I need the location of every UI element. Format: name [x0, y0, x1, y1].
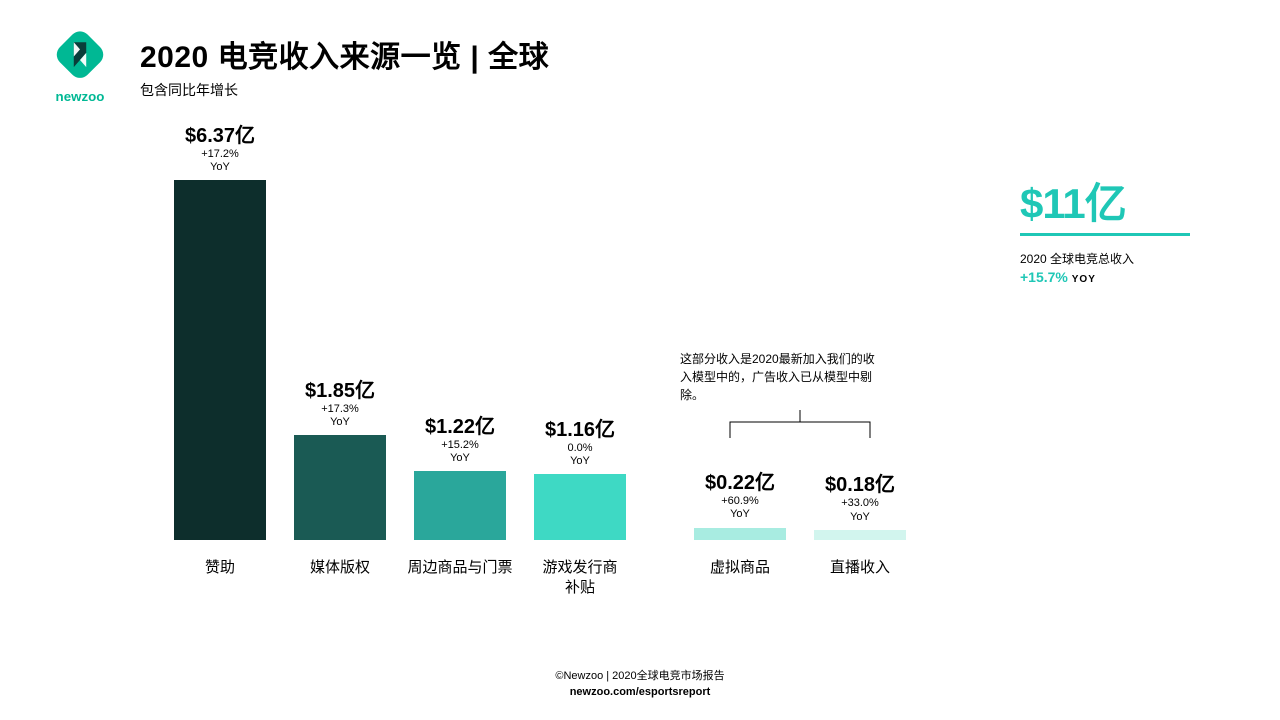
page-title: 2020 电竞收入来源一览 | 全球	[140, 32, 549, 76]
bar-rect	[414, 471, 506, 540]
bar-label: 赞助	[160, 558, 280, 597]
footer: ©Newzoo | 2020全球电竞市场报告 newzoo.com/esport…	[0, 669, 1280, 700]
bar-rect	[694, 528, 786, 540]
total-yoy: +15.7% YOY	[1020, 269, 1190, 285]
footer-line2: newzoo.com/esportsreport	[0, 685, 1280, 700]
bar-yoy: +17.3%YoY	[321, 403, 359, 429]
svg-text:newzoo: newzoo	[56, 89, 105, 104]
bar-value: $0.18亿	[825, 468, 895, 497]
newzoo-logo: newzoo	[40, 28, 120, 108]
bar-value: $1.85亿	[305, 374, 375, 403]
page-subtitle: 包含同比年增长	[140, 80, 549, 100]
revenue-bar-chart: $6.37亿+17.2%YoY$1.85亿+17.3%YoY$1.22亿+15.…	[160, 140, 920, 620]
bar-col: $1.16亿0.0%YoY	[520, 413, 640, 540]
bar-rect	[294, 435, 386, 540]
header: newzoo 2020 电竞收入来源一览 | 全球 包含同比年增长	[40, 28, 549, 108]
bar-label: 虚拟商品	[680, 558, 800, 597]
bar-label: 游戏发行商补贴	[520, 558, 640, 597]
total-underline	[1020, 233, 1190, 236]
bar-yoy: +60.9%YoY	[721, 495, 759, 521]
bar-value: $0.22亿	[705, 466, 775, 495]
bar-rect	[534, 474, 626, 540]
total-desc: 2020 全球电竞总收入	[1020, 250, 1190, 267]
bar-yoy: 0.0%YoY	[567, 442, 592, 468]
bar-yoy: +17.2%YoY	[201, 148, 239, 174]
total-revenue-block: $11亿 2020 全球电竞总收入 +15.7% YOY	[1020, 170, 1190, 285]
bar-label: 媒体版权	[280, 558, 400, 597]
bar-value: $1.22亿	[425, 410, 495, 439]
bar-value: $6.37亿	[185, 119, 255, 148]
bar-yoy: +15.2%YoY	[441, 439, 479, 465]
chart-note: 这部分收入是2020最新加入我们的收入模型中的，广告收入已从模型中剔除。	[680, 350, 880, 404]
bar-col: $1.22亿+15.2%YoY	[400, 410, 520, 540]
bar-rect	[174, 180, 266, 540]
bar-value: $1.16亿	[545, 413, 615, 442]
note-bracket	[720, 410, 880, 450]
bar-col: $6.37亿+17.2%YoY	[160, 119, 280, 540]
bar-label: 直播收入	[800, 558, 920, 597]
bar-label: 周边商品与门票	[400, 558, 520, 597]
bar-col: $0.18亿+33.0%YoY	[800, 468, 920, 540]
bar-col: $0.22亿+60.9%YoY	[680, 466, 800, 540]
footer-line1: ©Newzoo | 2020全球电竞市场报告	[0, 669, 1280, 684]
total-amount: $11亿	[1020, 170, 1190, 231]
bar-rect	[814, 530, 906, 540]
bar-col: $1.85亿+17.3%YoY	[280, 374, 400, 540]
bar-yoy: +33.0%YoY	[841, 497, 879, 523]
